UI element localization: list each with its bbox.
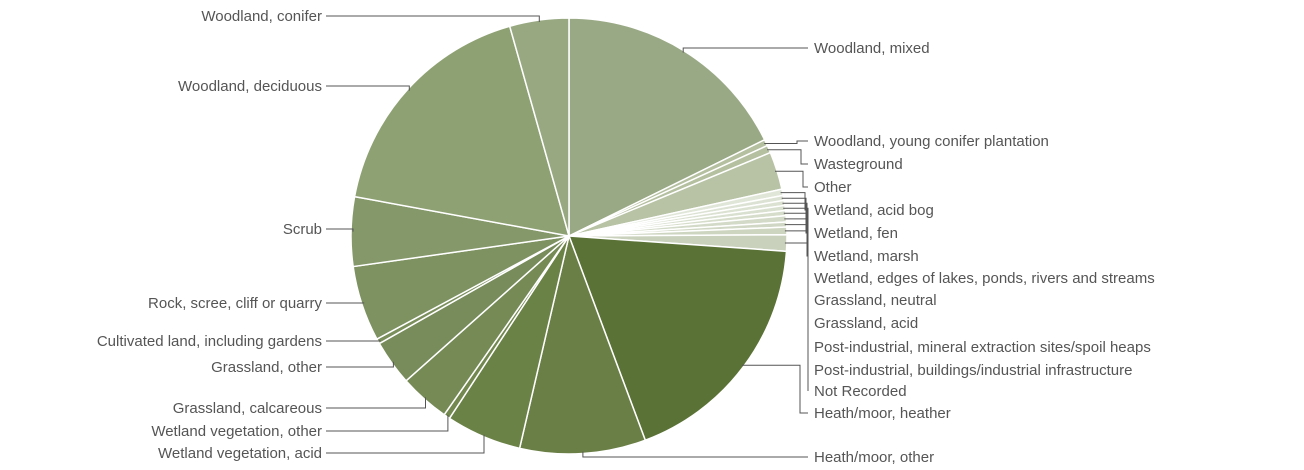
slice-label-woodland-deciduous: Woodland, deciduous (178, 78, 322, 95)
slice-label-wetland-vegetation-other: Wetland vegetation, other (151, 423, 322, 440)
slice-label-scrub: Scrub (283, 221, 322, 238)
leader-line-woodland-young-conifer-plantation (764, 140, 808, 144)
slice-label-post-industrial-buildings-industrial-infrastructure: Post-industrial, buildings/industrial in… (814, 362, 1132, 379)
slice-label-wasteground: Wasteground (814, 156, 903, 173)
slice-label-grassland-calcareous: Grassland, calcareous (173, 400, 322, 417)
pie-slice-woodland-deciduous (353, 25, 571, 237)
leader-line-woodland-deciduous (326, 85, 410, 91)
leader-line-wetland-vegetation-other (326, 414, 449, 432)
leader-line-cultivated-land-including-gardens (326, 340, 381, 342)
leader-line-wasteground (767, 149, 808, 165)
slice-label-grassland-neutral: Grassland, neutral (814, 292, 937, 309)
slice-label-wetland-acid-bog: Wetland, acid bog (814, 202, 934, 219)
leader-line-scrub (326, 228, 354, 232)
leader-line-heath-moor-other (582, 451, 808, 458)
slice-label-wetland-edges-of-lakes-ponds-rivers-and-streams: Wetland, edges of lakes, ponds, rivers a… (814, 270, 1155, 287)
slice-label-cultivated-land-including-gardens: Cultivated land, including gardens (97, 333, 322, 350)
pie-slice-woodland-mixed (568, 17, 766, 238)
slice-label-rock-scree-cliff-or-quarry: Rock, scree, cliff or quarry (148, 295, 322, 312)
pie-slice-heath-moor-heather (567, 235, 788, 442)
leader-line-wetland-vegetation-acid (326, 434, 485, 454)
slice-label-not-recorded: Not Recorded (814, 383, 907, 400)
slice-label-wetland-marsh: Wetland, marsh (814, 248, 919, 265)
leader-line-grassland-acid (784, 218, 809, 323)
leader-line-grassland-calcareous (326, 397, 426, 409)
slice-label-other: Other (814, 179, 852, 196)
leader-line-grassland-other (326, 361, 394, 368)
slice-label-post-industrial-mineral-extraction-sites-spoil-heaps: Post-industrial, mineral extraction site… (814, 339, 1151, 356)
slice-label-wetland-vegetation-acid: Wetland vegetation, acid (158, 445, 322, 462)
leader-lines-layer (326, 15, 809, 458)
leader-line-post-industrial-buildings-industrial-infrastructure (784, 230, 809, 370)
slice-label-heath-moor-other: Heath/moor, other (814, 449, 934, 466)
slice-label-wetland-fen: Wetland, fen (814, 225, 898, 242)
slice-label-grassland-other: Grassland, other (211, 359, 322, 376)
slice-label-woodland-young-conifer-plantation: Woodland, young conifer plantation (814, 133, 1049, 150)
leader-line-other (775, 170, 808, 188)
leader-line-woodland-conifer (326, 15, 540, 22)
leader-line-heath-moor-heather (742, 364, 808, 414)
slice-label-woodland-mixed: Woodland, mixed (814, 40, 930, 57)
slices-layer (350, 17, 788, 455)
leader-line-not-recorded (784, 242, 809, 391)
slice-label-grassland-acid: Grassland, acid (814, 315, 918, 332)
labels-layer: Woodland, mixed Woodland, young conifer p… (97, 8, 1155, 466)
slice-label-heath-moor-heather: Heath/moor, heather (814, 405, 951, 422)
leader-line-woodland-mixed (682, 47, 808, 53)
slice-label-woodland-conifer: Woodland, conifer (201, 8, 322, 25)
